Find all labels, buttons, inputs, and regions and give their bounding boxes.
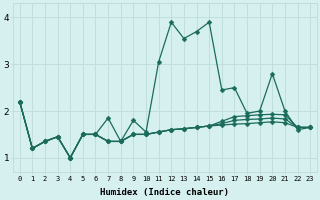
- X-axis label: Humidex (Indice chaleur): Humidex (Indice chaleur): [100, 188, 229, 197]
